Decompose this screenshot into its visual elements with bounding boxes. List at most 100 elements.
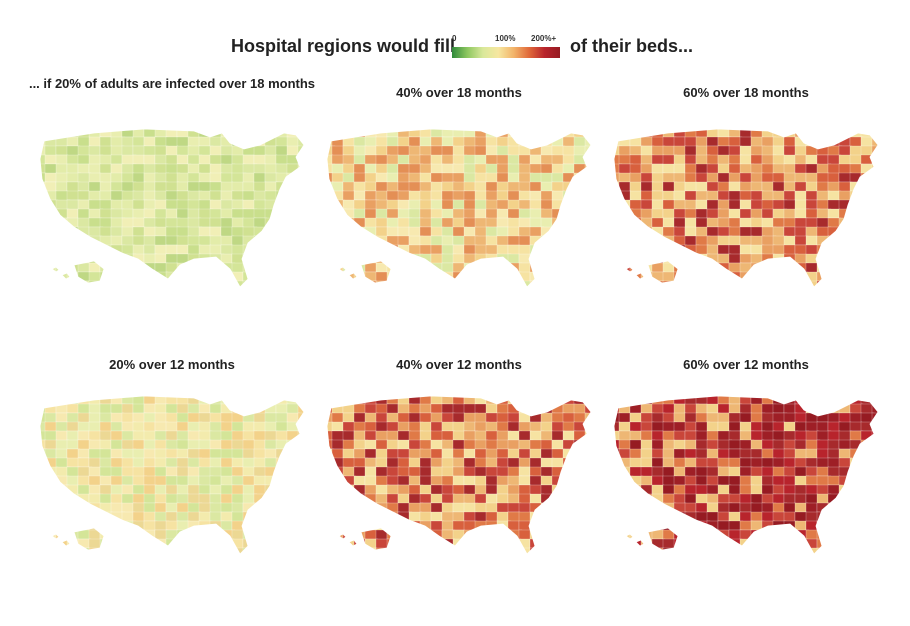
hospital-region [199, 290, 211, 299]
hospital-region [253, 520, 268, 532]
hospital-region [562, 217, 575, 228]
hospital-region [562, 511, 577, 522]
hospital-region [816, 181, 829, 193]
hospital-region [231, 448, 244, 460]
hospital-region [485, 484, 498, 495]
hospital-region [551, 271, 564, 284]
hospital-region [518, 199, 531, 210]
hospital-region [519, 290, 530, 299]
hospital-region [99, 396, 114, 398]
hospital-region [629, 502, 643, 516]
hospital-region [286, 529, 299, 541]
hospital-region [132, 529, 146, 540]
hospital-region [243, 386, 254, 395]
hospital-region [275, 226, 291, 238]
legend-tick-100: 100% [495, 34, 516, 43]
hospital-region [849, 448, 862, 460]
hospital-region [496, 129, 512, 131]
hospital-region [849, 244, 864, 255]
hospital-region [827, 271, 842, 284]
hospital-region [220, 280, 235, 287]
hospital-region [816, 538, 831, 550]
hospital-region [706, 271, 720, 284]
hospital-region [540, 235, 556, 249]
hospital-region [651, 190, 664, 201]
hospital-region [696, 119, 710, 128]
hospital-region [297, 129, 304, 130]
hospital-region [750, 129, 764, 139]
hospital-region [518, 502, 531, 514]
hospital-region [176, 181, 189, 192]
hospital-region [849, 145, 863, 157]
hospital-region [640, 430, 653, 442]
hospital-region [198, 136, 211, 147]
hospital-region [177, 386, 188, 395]
hospital-region [40, 475, 47, 489]
hospital-region [827, 280, 843, 287]
hospital-region [77, 529, 91, 540]
hospital-region [77, 475, 90, 487]
hospital-region [695, 145, 708, 157]
hospital-region [772, 154, 786, 166]
hospital-region [618, 244, 634, 258]
hospital-region [618, 271, 634, 284]
hospital-region [40, 511, 49, 524]
hospital-region [187, 271, 201, 284]
hospital-region [551, 538, 564, 551]
hospital-region [585, 290, 596, 299]
map-outline [360, 260, 392, 284]
hospital-region [386, 412, 400, 424]
hospital-region [519, 119, 533, 128]
hospital-region [442, 290, 453, 299]
hospital-region [327, 129, 334, 139]
hospital-region [750, 154, 763, 165]
hospital-region [66, 235, 80, 248]
hospital-region [685, 119, 698, 128]
hospital-region [827, 253, 842, 265]
hospital-region [551, 129, 566, 132]
hospital-region [364, 529, 378, 540]
hospital-region [327, 235, 333, 247]
hospital-region [286, 396, 299, 406]
hospital-region [397, 396, 411, 406]
hospital-region [573, 448, 589, 462]
hospital-region [695, 262, 710, 275]
map-outline [647, 260, 679, 284]
hospital-regions [614, 119, 878, 287]
hospital-region [176, 538, 189, 551]
hospital-region [684, 448, 698, 459]
hospital-region [584, 199, 591, 210]
hospital-region [327, 484, 333, 496]
hospital-region [750, 448, 763, 459]
hospital-region [629, 511, 642, 524]
hospital-region [327, 226, 336, 237]
hospital-region [331, 502, 347, 513]
hospital-region [838, 253, 853, 264]
hospital-region [331, 421, 345, 432]
hospital-region [729, 386, 740, 395]
hospital-region [529, 538, 544, 550]
hospital-region [717, 271, 730, 285]
hospital-region [77, 129, 93, 130]
hospital-region [99, 412, 113, 424]
hospital-region [264, 511, 279, 523]
hospital-region [220, 421, 233, 433]
hospital-region [772, 529, 785, 543]
hospital-region [165, 547, 180, 554]
hospital-region [275, 457, 290, 471]
hospital-region [77, 244, 93, 255]
hospital-region [275, 448, 288, 460]
hospital-region [327, 529, 334, 543]
hospital-region [332, 290, 346, 299]
hospital-region [562, 547, 578, 554]
hospital-region [331, 538, 347, 551]
hospital-region [584, 208, 591, 220]
hospital-region [242, 396, 256, 408]
hospital-region [99, 280, 114, 287]
hospital-region [431, 290, 444, 299]
hospital-region [253, 129, 266, 130]
hospital-region [209, 262, 225, 274]
map-outline [39, 395, 305, 555]
hospital-region [253, 280, 269, 287]
hospital-region [849, 466, 863, 479]
